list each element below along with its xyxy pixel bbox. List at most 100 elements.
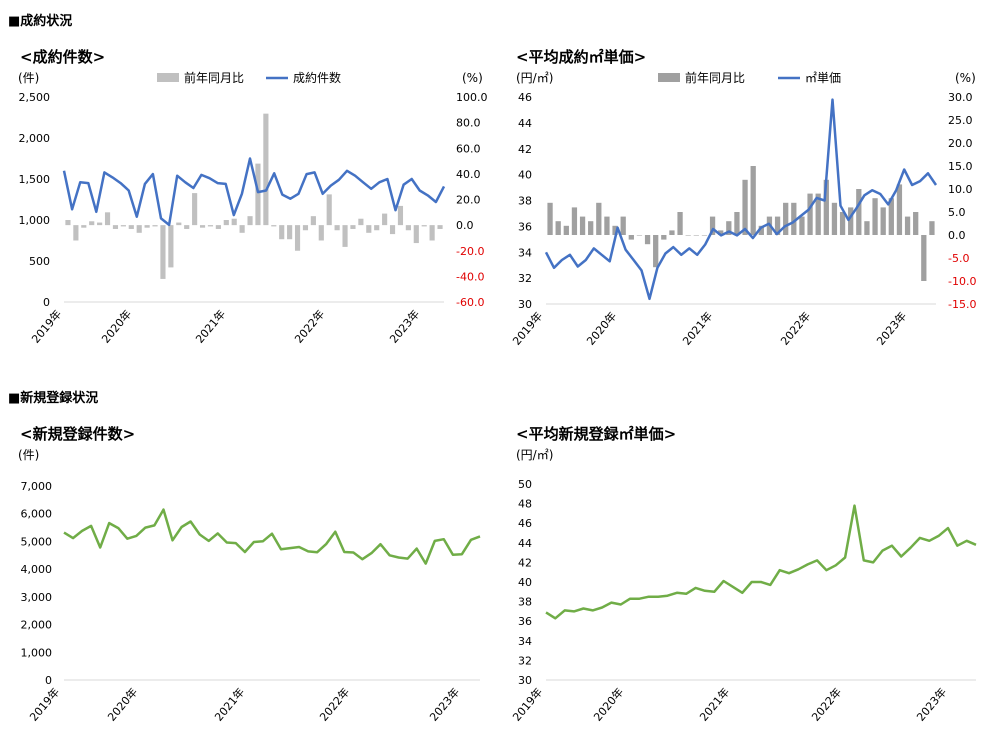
yoy-bar [677,212,683,235]
x-tick-label: 2020年 [105,685,141,724]
yoy-bar [856,189,862,235]
yoy-bar [758,225,764,235]
yoy-bar [136,225,142,233]
yoy-bar [271,225,277,227]
yoy-bar [685,235,691,236]
legend-label: 前年同月比 [685,70,745,85]
right-tick-label: 10.0 [948,183,973,196]
yoy-bar [215,225,221,229]
x-tick-label: 2023年 [874,309,910,348]
legend-bar-swatch [157,73,179,82]
yoy-bar [547,202,553,235]
left-tick-label: 40 [518,576,532,589]
left-tick-label: 6,000 [21,508,53,521]
right-tick-label: 80.0 [456,117,481,130]
left-tick-label: 1,000 [21,646,53,659]
left-tick-label: 3,000 [21,591,53,604]
yoy-bar [429,225,435,241]
yoy-bar [726,221,732,235]
x-tick-label: 2022年 [809,685,845,724]
x-tick-label: 2019年 [510,685,546,724]
yoy-bar [421,225,427,227]
yoy-bar [374,225,380,231]
x-tick-label: 2020年 [591,685,627,724]
yoy-bar [904,216,911,235]
right-unit-label: (%) [462,71,483,85]
x-tick-label: 2023年 [914,685,950,724]
right-tick-label: 20.0 [456,194,481,207]
yoy-bar [823,179,829,235]
yoy-bar [160,225,166,279]
x-tick-label: 2019年 [510,309,546,348]
yoy-bar [913,212,919,235]
right-tick-label: 15.0 [948,160,973,173]
yoy-bar [184,225,190,229]
yoy-bar [864,221,870,235]
yoy-bar [168,225,174,268]
yoy-bar [231,218,237,226]
left-tick-label: 40 [518,169,532,182]
section-title-registration: ■新規登録状況 [8,391,99,406]
x-tick-label: 2022年 [292,307,328,346]
right-tick-label: -15.0 [948,298,976,311]
yoy-bar [742,179,748,235]
right-tick-label: -40.0 [456,270,484,283]
left-tick-label: 34 [518,635,532,648]
yoy-bar [223,220,229,226]
yoy-bar [896,184,903,235]
yoy-bar [389,225,396,235]
yoy-bar [555,221,561,235]
yoy-bar [152,225,158,227]
yoy-bar [839,212,846,235]
x-tick-label: 2023年 [387,307,423,346]
series-line [62,157,446,227]
left-tick-label: 32 [518,272,532,285]
yoy-bar [302,225,309,231]
yoy-bar [192,193,198,226]
yoy-bar [342,225,348,247]
yoy-bar [326,194,332,226]
left-tick-label: 5,000 [21,535,53,548]
legend-label: 前年同月比 [184,70,244,85]
yoy-bar [437,225,443,229]
left-tick-label: 0 [45,674,52,687]
yoy-bar [294,225,301,251]
yoy-bar [97,222,103,226]
legend-label: 成約件数 [293,70,341,85]
right-tick-label: 0.0 [456,219,474,232]
yoy-bar [628,235,634,240]
left-tick-label: 46 [518,91,532,104]
yoy-bar [653,235,659,268]
yoy-bar [644,235,651,245]
yoy-bar [774,216,781,235]
left-tick-label: 38 [518,596,532,609]
right-tick-label: 20.0 [948,137,973,150]
left-unit-label: (件) [18,448,39,462]
series-line [544,98,938,301]
chart-title-contract-unit-price: <平均成約㎡単価> [516,48,647,66]
yoy-bar [207,225,214,227]
left-tick-label: 42 [518,556,532,569]
yoy-bar [888,198,894,235]
left-tick-label: 44 [518,537,532,550]
chart-title-registration-count: <新規登録件数> [20,425,136,443]
left-tick-label: 36 [518,220,532,233]
yoy-bar [73,225,79,241]
yoy-bar [718,230,724,235]
yoy-bar [128,225,134,229]
x-tick-label: 2021年 [193,307,229,346]
yoy-bar [334,225,340,231]
left-unit-label: (円/㎡) [516,71,553,85]
left-tick-label: 50 [518,478,532,491]
legend-label: ㎡単価 [805,71,841,85]
yoy-bar [588,221,594,235]
series-line [545,504,977,620]
yoy-bar [807,193,813,235]
yoy-bar [350,225,356,229]
yoy-bar [636,235,643,236]
x-tick-label: 2022年 [317,685,353,724]
left-tick-label: 42 [518,143,532,156]
x-tick-label: 2021年 [680,309,716,348]
left-tick-label: 1,500 [19,173,51,186]
